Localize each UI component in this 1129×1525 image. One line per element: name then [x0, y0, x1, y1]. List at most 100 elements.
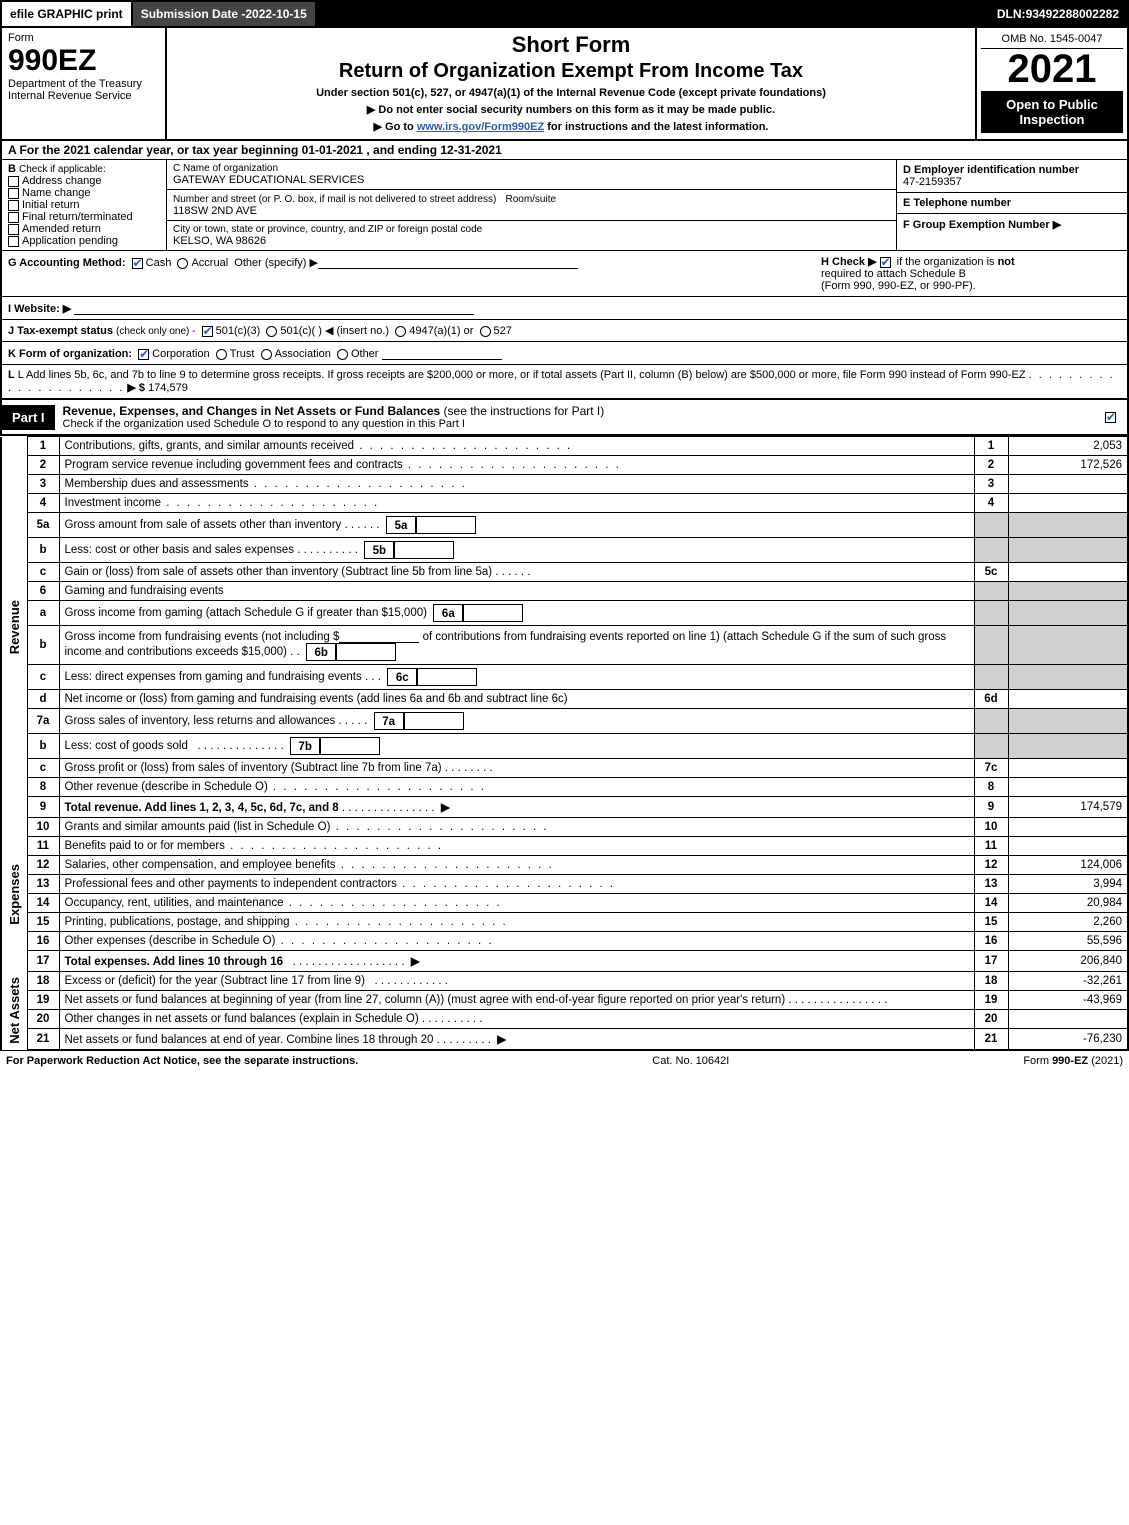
ln-6c-ibox: 6c	[387, 668, 417, 686]
ln-7b-ival[interactable]	[320, 737, 380, 755]
j-label: J Tax-exempt status	[8, 325, 113, 337]
ln-6d-desc: Net income or (loss) from gaming and fun…	[59, 690, 974, 709]
k-other-input[interactable]	[382, 346, 502, 360]
rdo-4947[interactable]	[395, 326, 406, 337]
j-501c3: 501(c)(3)	[216, 325, 261, 337]
ln-5b-desc: Less: cost or other basis and sales expe…	[59, 538, 974, 563]
ln-10-desc: Grants and similar amounts paid (list in…	[59, 818, 974, 837]
chk-final-return[interactable]	[8, 212, 19, 223]
chk-name-change[interactable]	[8, 188, 19, 199]
row-l: L L Add lines 5b, 6c, and 7b to line 9 t…	[0, 365, 1129, 399]
part-1-sub: (see the instructions for Part I)	[444, 404, 605, 418]
submission-date: Submission Date - 2022-10-15	[131, 2, 317, 26]
ln-15-no: 15	[27, 913, 59, 932]
irs-link[interactable]: www.irs.gov/Form990EZ	[417, 121, 544, 133]
ln-5a-ival[interactable]	[416, 516, 476, 534]
line-6b: bGross income from fundraising events (n…	[1, 626, 1128, 665]
ln-20-desc: Other changes in net assets or fund bala…	[59, 1010, 974, 1029]
h-mid: if the organization is	[897, 256, 998, 268]
ln-5b-ival[interactable]	[394, 541, 454, 559]
k-corp: Corporation	[152, 348, 209, 360]
rdo-accrual[interactable]	[177, 258, 188, 269]
g-other-input[interactable]	[318, 255, 578, 269]
ln-16-amt: 55,596	[1008, 932, 1128, 951]
chk-address-change[interactable]	[8, 176, 19, 187]
ln-4-amt	[1008, 494, 1128, 513]
opt-address-change: Address change	[22, 175, 102, 187]
ln-6c-desc: Less: direct expenses from gaming and fu…	[59, 665, 974, 690]
box-e: E Telephone number	[897, 193, 1127, 214]
line-3: 3Membership dues and assessments3	[1, 475, 1128, 494]
form-header-right: OMB No. 1545-0047 2021 Open to Public In…	[977, 28, 1127, 139]
gross-receipts-value: 174,579	[148, 382, 188, 394]
line-9: 9Total revenue. Add lines 1, 2, 3, 4, 5c…	[1, 797, 1128, 818]
ln-6b-ival[interactable]	[336, 643, 396, 661]
part-1-header: Part I Revenue, Expenses, and Changes in…	[0, 399, 1129, 436]
k-trust: Trust	[230, 348, 255, 360]
ln-6b-desc: Gross income from fundraising events (no…	[59, 626, 974, 665]
ln-6a-ival[interactable]	[463, 604, 523, 622]
revenue-section-label: Revenue	[1, 437, 27, 818]
box-d: D Employer identification number 47-2159…	[897, 160, 1127, 193]
footer-right-bold: 990-EZ	[1052, 1055, 1088, 1067]
ln-9-box: 9	[974, 797, 1008, 818]
line-7a: 7aGross sales of inventory, less returns…	[1, 709, 1128, 734]
section-b-to-f: B Check if applicable: Address change Na…	[0, 160, 1129, 251]
ln-16-no: 16	[27, 932, 59, 951]
column-c: C Name of organization GATEWAY EDUCATION…	[167, 160, 897, 250]
chk-cash[interactable]	[132, 258, 143, 269]
chk-amended-return[interactable]	[8, 224, 19, 235]
line-6c: cLess: direct expenses from gaming and f…	[1, 665, 1128, 690]
ln-7a-ival[interactable]	[404, 712, 464, 730]
chk-schedule-o-used[interactable]	[1105, 412, 1116, 423]
ln-2-desc: Program service revenue including govern…	[59, 456, 974, 475]
ln-17-desc: Total expenses. Add lines 10 through 16 …	[59, 951, 974, 972]
expenses-section-label: Expenses	[1, 818, 27, 972]
ln-6c-ival[interactable]	[417, 668, 477, 686]
j-sub: (check only one) -	[116, 326, 195, 337]
ln-18-desc: Excess or (deficit) for the year (Subtra…	[59, 972, 974, 991]
line-2: 2Program service revenue including gover…	[1, 456, 1128, 475]
form-header: Form 990EZ Department of the Treasury In…	[0, 28, 1129, 141]
c-city-label: City or town, state or province, country…	[173, 224, 890, 235]
footer-mid: Cat. No. 10642I	[652, 1055, 729, 1067]
ln-3-box: 3	[974, 475, 1008, 494]
ln-2-no: 2	[27, 456, 59, 475]
rdo-association[interactable]	[261, 349, 272, 360]
ln-4-no: 4	[27, 494, 59, 513]
column-b: B Check if applicable: Address change Na…	[2, 160, 167, 250]
subdate-value: 2022-10-15	[245, 7, 306, 21]
rdo-trust[interactable]	[216, 349, 227, 360]
ln-15-amt: 2,260	[1008, 913, 1128, 932]
chk-application-pending[interactable]	[8, 236, 19, 247]
rdo-other-org[interactable]	[337, 349, 348, 360]
ln-6b-contrib-input[interactable]	[339, 629, 419, 643]
ln-19-amt: -43,969	[1008, 991, 1128, 1010]
line-16: 16Other expenses (describe in Schedule O…	[1, 932, 1128, 951]
ln-15-desc: Printing, publications, postage, and shi…	[59, 913, 974, 932]
efile-print[interactable]: efile GRAPHIC print	[2, 2, 131, 26]
ln-20-amt	[1008, 1010, 1128, 1029]
ln-7c-no: c	[27, 759, 59, 778]
ln-7b-ibox: 7b	[290, 737, 320, 755]
goto-post: for instructions and the latest informat…	[547, 121, 768, 133]
ln-3-desc: Membership dues and assessments	[59, 475, 974, 494]
ln-5b-amt	[1008, 538, 1128, 563]
ln-12-no: 12	[27, 856, 59, 875]
ln-7b-amt	[1008, 734, 1128, 759]
irs-label: Internal Revenue Service	[8, 90, 159, 102]
rdo-501c[interactable]	[266, 326, 277, 337]
website-input[interactable]	[74, 301, 474, 315]
chk-corporation[interactable]	[138, 349, 149, 360]
ln-5a-amt	[1008, 513, 1128, 538]
ln-3-amt	[1008, 475, 1128, 494]
ln-5b-ibox: 5b	[364, 541, 394, 559]
chk-501c3[interactable]	[202, 326, 213, 337]
rdo-527[interactable]	[480, 326, 491, 337]
chk-initial-return[interactable]	[8, 200, 19, 211]
chk-schedule-b-not-required[interactable]	[880, 257, 891, 268]
ln-9-desc: Total revenue. Add lines 1, 2, 3, 4, 5c,…	[59, 797, 974, 818]
row-g-h: H Check ▶ if the organization is not req…	[0, 251, 1129, 297]
ln-6-no: 6	[27, 582, 59, 601]
ln-6b-no: b	[27, 626, 59, 665]
